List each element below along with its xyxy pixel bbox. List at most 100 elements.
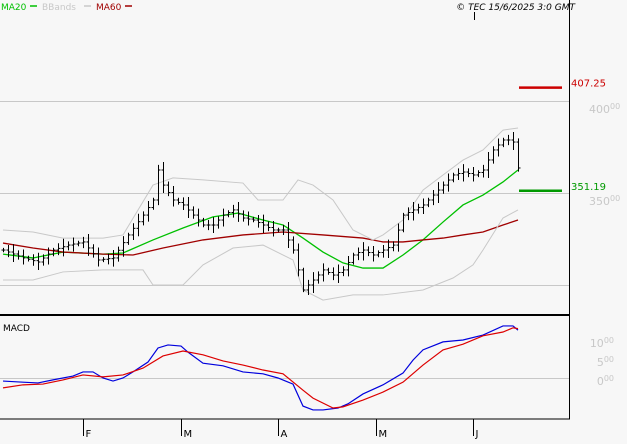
price-bar	[141, 211, 146, 226]
price-bar	[216, 216, 221, 229]
price-bar	[166, 181, 171, 197]
price-bar	[276, 227, 281, 233]
price-bar	[261, 214, 266, 233]
macd-axis-label: 1000	[590, 336, 614, 350]
price-bar	[391, 241, 396, 252]
price-bar	[426, 197, 431, 208]
price-bar	[36, 252, 41, 270]
price-bar	[231, 204, 236, 218]
price-bar	[221, 208, 226, 227]
x-tick-label: M	[379, 429, 388, 440]
price-bar	[381, 244, 386, 258]
ma20-line	[2, 169, 519, 269]
price-bar	[246, 211, 251, 226]
x-tick-label: M	[184, 429, 193, 440]
ma60-line	[2, 219, 519, 256]
price-bar	[281, 224, 286, 236]
price-bar	[431, 189, 436, 206]
x-tick-label: J	[475, 429, 479, 440]
price-bar	[91, 244, 96, 258]
price-bar	[61, 238, 66, 257]
price-bar	[466, 168, 471, 178]
price-bar	[451, 172, 456, 183]
price-bar	[11, 244, 16, 262]
price-bar	[486, 152, 491, 178]
price-bars	[1, 132, 521, 296]
x-tick-label: A	[281, 429, 288, 440]
price-bar	[136, 213, 141, 237]
price-bar	[361, 242, 366, 261]
price-bar	[456, 168, 461, 181]
price-bar	[326, 267, 331, 275]
price-bar	[311, 272, 316, 293]
price-bar	[266, 221, 271, 232]
price-bar	[81, 236, 86, 249]
price-bar	[131, 223, 136, 241]
macd-axis-label: 500	[597, 355, 614, 369]
price-bar	[406, 207, 411, 221]
price-bar	[481, 164, 486, 178]
indicator-lines	[2, 127, 519, 301]
price-bar	[301, 267, 306, 293]
price-bar	[161, 162, 166, 194]
price-bar	[441, 181, 446, 194]
price-bar	[411, 201, 416, 221]
price-bar	[96, 247, 101, 267]
price-bar	[321, 263, 326, 282]
copyright-timestamp: © TEC 15/6/2025 3:0 GMT	[456, 3, 576, 13]
macd-title: MACD	[3, 324, 30, 334]
price-bar	[71, 237, 76, 252]
legend-ma60: MA60	[96, 3, 122, 13]
axis-labels: 40000 35000 1000 500 000 407.25 351.19 F M A M J	[83, 79, 620, 440]
price-bar	[366, 246, 371, 257]
price-bar	[251, 216, 256, 223]
price-bar	[56, 243, 61, 256]
price-bar	[376, 250, 381, 258]
price-bar	[226, 210, 231, 218]
price-marker-label: 351.19	[571, 182, 606, 193]
price-bar	[1, 247, 6, 253]
price-bar	[506, 134, 511, 146]
price-bar	[76, 240, 81, 247]
axes: MACD	[0, 0, 570, 420]
price-bar	[421, 198, 426, 214]
price-bar	[271, 220, 276, 237]
price-bar	[286, 222, 291, 248]
price-bar	[356, 247, 361, 261]
price-bar	[26, 255, 31, 262]
bbands-upper-line	[2, 127, 519, 241]
price-bar	[181, 197, 186, 211]
x-tick-label: F	[86, 429, 92, 440]
price-bar	[211, 217, 216, 233]
price-axis-label: 40000	[589, 102, 620, 116]
price-bar	[471, 166, 476, 182]
price-bar	[461, 164, 466, 182]
price-bar	[416, 203, 421, 214]
legend-ma20: MA20	[1, 3, 27, 13]
price-bar	[236, 201, 241, 222]
price-bar	[396, 223, 401, 252]
legend-bbands: BBands	[42, 3, 76, 13]
price-bar	[151, 197, 156, 210]
price-bar	[21, 249, 26, 265]
price-bar	[31, 254, 36, 266]
price-bar	[196, 208, 201, 227]
price-bar	[6, 244, 11, 258]
price-bar	[401, 212, 406, 233]
price-bar	[176, 197, 181, 205]
price-bar	[306, 279, 311, 296]
price-bar	[101, 257, 106, 263]
price-bar	[51, 247, 56, 257]
price-bar	[106, 253, 111, 265]
price-bar	[186, 197, 191, 218]
price-bar	[516, 138, 521, 172]
price-bar	[86, 233, 91, 256]
price-bar	[121, 236, 126, 257]
price-axis-label: 35000	[589, 194, 620, 208]
price-bar	[501, 137, 506, 148]
price-bar	[341, 266, 346, 277]
price-bar	[16, 250, 21, 260]
price-bar	[476, 170, 481, 178]
price-bar	[496, 138, 501, 157]
price-bar	[191, 206, 196, 219]
